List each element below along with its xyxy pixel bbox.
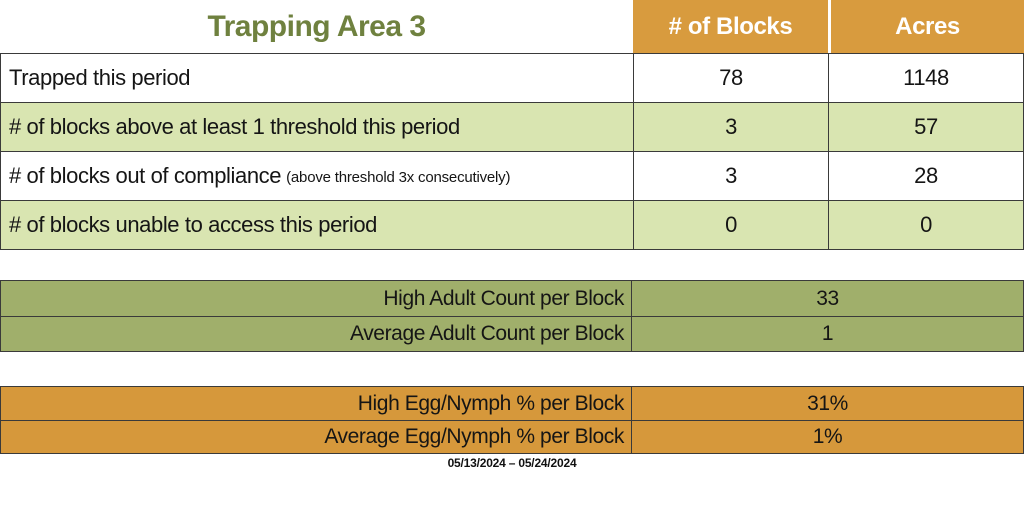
main-table-header-row: Trapping Area 3 # of Blocks Acres bbox=[0, 0, 1024, 53]
row-value: 1 bbox=[821, 322, 834, 345]
column-header-blocks: # of Blocks bbox=[633, 0, 828, 53]
acres-value: 0 bbox=[828, 201, 1023, 250]
row-label-text: # of blocks out of compliance bbox=[9, 163, 282, 188]
page-title: Trapping Area 3 bbox=[207, 9, 426, 43]
acres-value: 28 bbox=[828, 152, 1023, 201]
table-row-high-egg: High Egg/Nymph % per Block 31% bbox=[1, 387, 1023, 420]
row-label-text: # of blocks above at least 1 threshold t… bbox=[9, 114, 460, 139]
row-label: High Egg/Nymph % per Block bbox=[1, 387, 632, 420]
title-cell: Trapping Area 3 bbox=[0, 0, 633, 53]
egg-nymph-table: High Egg/Nymph % per Block 31% Average E… bbox=[0, 386, 1024, 454]
row-label-text: Trapped this period bbox=[9, 65, 191, 90]
row-label: # of blocks unable to access this period bbox=[1, 201, 633, 250]
table-row-average-adult: Average Adult Count per Block 1 bbox=[1, 316, 1023, 351]
row-value: 1% bbox=[812, 425, 843, 448]
table-row-above-threshold: # of blocks above at least 1 threshold t… bbox=[1, 103, 1023, 152]
table-row-unable-to-access: # of blocks unable to access this period… bbox=[1, 201, 1023, 250]
row-label: Average Egg/Nymph % per Block bbox=[1, 421, 632, 453]
adult-count-table: High Adult Count per Block 33 Average Ad… bbox=[0, 280, 1024, 352]
table-row-high-adult: High Adult Count per Block 33 bbox=[1, 281, 1023, 316]
acres-value: 57 bbox=[828, 103, 1023, 152]
row-value: 33 bbox=[816, 286, 839, 310]
row-label-text: # of blocks unable to access this period bbox=[9, 212, 378, 237]
column-header-acres: Acres bbox=[828, 0, 1024, 53]
table-row-trapped: Trapped this period 78 1148 bbox=[1, 54, 1023, 103]
blocks-value: 3 bbox=[633, 152, 828, 201]
blocks-value: 78 bbox=[633, 54, 828, 103]
acres-value: 1148 bbox=[828, 54, 1023, 103]
blocks-value: 0 bbox=[633, 201, 828, 250]
main-table-body: Trapped this period 78 1148 # of blocks … bbox=[0, 53, 1024, 250]
row-label: Average Adult Count per Block bbox=[1, 317, 632, 351]
row-label-note: (above threshold 3x consecutively) bbox=[286, 169, 511, 186]
row-label: High Adult Count per Block bbox=[1, 281, 632, 316]
table-row-average-egg: Average Egg/Nymph % per Block 1% bbox=[1, 420, 1023, 453]
main-stats-table: Trapping Area 3 # of Blocks Acres Trappe… bbox=[0, 0, 1024, 250]
blocks-value: 3 bbox=[633, 103, 828, 152]
row-label: Trapped this period bbox=[1, 54, 633, 103]
row-label: # of blocks out of compliance (above thr… bbox=[1, 152, 633, 201]
row-value: 31% bbox=[807, 391, 848, 415]
row-label: # of blocks above at least 1 threshold t… bbox=[1, 103, 633, 152]
table-row-out-of-compliance: # of blocks out of compliance (above thr… bbox=[1, 152, 1023, 201]
date-range: 05/13/2024 – 05/24/2024 bbox=[447, 456, 577, 470]
